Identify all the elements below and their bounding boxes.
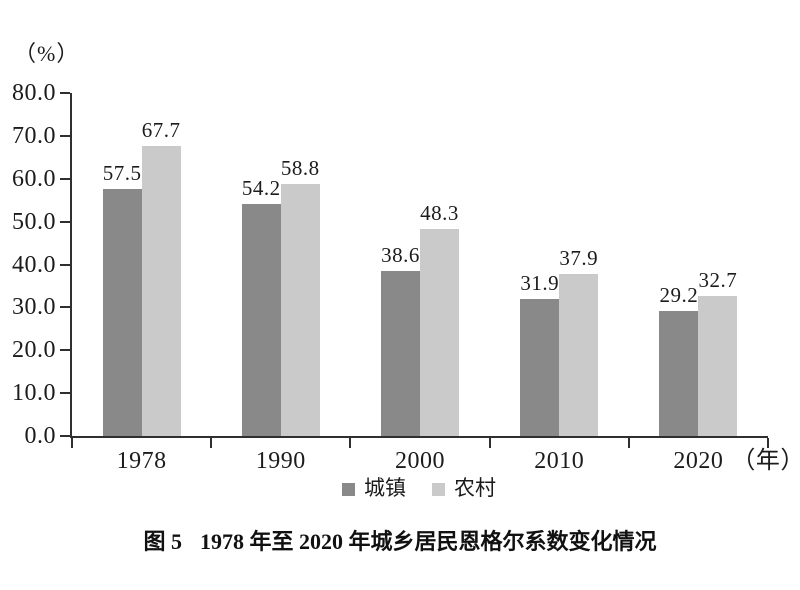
bar-value-label: 67.7 — [141, 117, 181, 142]
bar-2020-series-0 — [659, 310, 699, 436]
x-category-label-2020: 2020 （年） — [629, 448, 800, 474]
y-axis-tick — [60, 306, 70, 309]
bar-group-2010: 31.9 37.9 — [490, 93, 629, 436]
y-axis-tick-label: 60.0 — [12, 165, 56, 192]
plot-area: 80.0 70.0 60.0 50.0 40.0 30.0 20.0 10.0 0.0 57.5 6… — [12, 80, 800, 474]
bar-group-1990: 54.2 58.8 — [211, 93, 350, 436]
x-axis-tick — [767, 438, 769, 448]
y-axis-tick — [60, 177, 70, 180]
y-axis-tick — [60, 92, 70, 94]
y-axis-tick — [60, 392, 70, 395]
figure-caption: 图 5 1978 年至 2020 年城乡居民恩格尔系数变化情况 — [0, 524, 800, 556]
y-axis-tick-label: 10.0 — [12, 380, 56, 407]
bar-value-label: 57.5 — [102, 161, 142, 186]
x-category-label-2010: 2010 — [490, 448, 629, 474]
bar-group-2020: 29.2 32.7 — [629, 93, 768, 436]
legend-label: 农村 — [454, 476, 496, 500]
x-category-text: 1990 — [255, 448, 306, 474]
y-axis-unit-label: （%） — [14, 41, 80, 66]
y-axis-tick-label: 70.0 — [12, 122, 56, 149]
bar-2000-series-1 — [419, 228, 459, 436]
bar-group-2000: 38.6 48.3 — [350, 93, 489, 436]
y-axis-tick-label: 30.0 — [12, 294, 56, 321]
x-axis-tick — [210, 438, 213, 448]
x-category-text: 2010 — [534, 448, 585, 474]
x-category-text: 1978 — [116, 448, 167, 474]
bar-2010-series-0 — [520, 299, 560, 436]
y-axis-tick — [60, 349, 70, 352]
y-axis-tick — [60, 134, 70, 137]
legend-item-0: 城镇 — [342, 476, 406, 500]
chart-legend: 城镇 农村 — [70, 476, 768, 500]
y-axis-tick — [60, 435, 70, 437]
x-axis-tick — [627, 438, 630, 448]
legend-swatch-icon — [342, 482, 355, 496]
x-axis-tick — [71, 438, 73, 448]
legend-swatch-icon — [432, 482, 445, 496]
y-axis-tick-label: 40.0 — [12, 251, 56, 278]
x-category-label-1990: 1990 — [211, 448, 350, 474]
bar-1990-series-0 — [241, 203, 281, 436]
bar-1978-series-0 — [102, 189, 142, 436]
bar-value-label: 54.2 — [241, 175, 281, 200]
figure-number-label: 图 5 — [143, 529, 182, 554]
bar-value-label: 48.3 — [420, 200, 459, 225]
legend-label: 城镇 — [364, 476, 406, 500]
x-axis-tick — [488, 438, 491, 448]
bar-1978-series-1 — [141, 145, 181, 436]
bar-value-label: 29.2 — [659, 282, 699, 307]
y-axis-tick-label: 0.0 — [24, 423, 56, 449]
bar-value-label: 32.7 — [698, 267, 738, 292]
figure-title: 1978 年至 2020 年城乡居民恩格尔系数变化情况 — [200, 529, 657, 554]
bar-2010-series-1 — [559, 273, 599, 436]
x-category-label-1978: 1978 — [72, 448, 211, 474]
bar-value-label: 58.8 — [280, 155, 320, 180]
x-axis-tick — [349, 438, 352, 448]
bar-1990-series-1 — [280, 183, 320, 436]
bar-2020-series-1 — [698, 295, 738, 436]
y-axis-tick-label: 50.0 — [12, 208, 56, 235]
x-category-text: 2020 （年） — [673, 448, 800, 474]
bar-group-1978: 57.5 67.7 — [72, 93, 211, 436]
x-axis-unit-suffix: （年） — [731, 448, 800, 474]
legend-item-1: 农村 — [432, 476, 496, 500]
bar-2000-series-0 — [380, 270, 420, 436]
x-category-label-2000: 2000 — [350, 448, 489, 474]
bar-value-label: 38.6 — [381, 242, 420, 267]
bar-value-label: 37.9 — [559, 245, 599, 270]
x-category-text: 2000 — [394, 448, 445, 474]
y-axis-tick — [60, 263, 70, 266]
y-axis-tick-label: 80.0 — [12, 80, 56, 106]
y-axis-tick-label: 20.0 — [12, 337, 56, 364]
y-axis-tick — [60, 220, 70, 223]
bar-value-label: 31.9 — [520, 271, 560, 296]
